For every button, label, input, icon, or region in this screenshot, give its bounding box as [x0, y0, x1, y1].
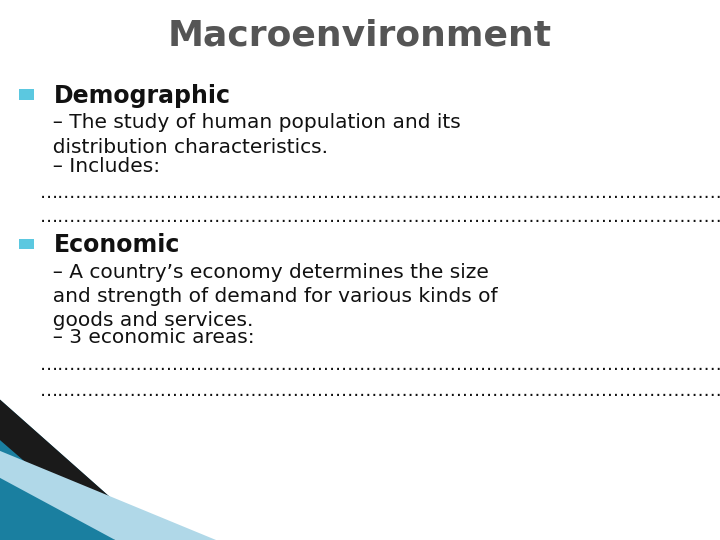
Polygon shape [0, 400, 158, 540]
Text: …………………………………………………………………………………………………………………: …………………………………………………………………………………………………………… [40, 382, 720, 400]
Text: – Includes:: – Includes: [40, 157, 160, 176]
Text: – A country’s economy determines the size
  and strength of demand for various k: – A country’s economy determines the siz… [40, 263, 498, 330]
Text: – 3 economic areas:: – 3 economic areas: [40, 328, 254, 347]
Polygon shape [0, 400, 158, 540]
Text: …………………………………………………………………………………………………………………: …………………………………………………………………………………………………………… [40, 208, 720, 226]
Text: …………………………………………………………………………………………………………………: …………………………………………………………………………………………………………… [40, 356, 720, 374]
Text: – The study of human population and its
  distribution characteristics.: – The study of human population and its … [40, 113, 460, 157]
Bar [19, 239, 34, 249]
Bar [19, 89, 34, 100]
Text: Economic: Economic [54, 233, 181, 257]
Polygon shape [0, 451, 216, 540]
Text: Macroenvironment: Macroenvironment [168, 19, 552, 53]
Text: Demographic: Demographic [54, 84, 231, 107]
Text: …………………………………………………………………………………………………………………: …………………………………………………………………………………………………………… [40, 184, 720, 201]
